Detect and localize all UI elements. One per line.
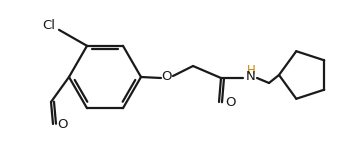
- Text: N: N: [246, 71, 256, 84]
- Text: O: O: [162, 71, 172, 84]
- Text: Cl: Cl: [43, 19, 55, 32]
- Text: O: O: [58, 119, 68, 131]
- Text: H: H: [247, 64, 255, 77]
- Text: O: O: [225, 95, 235, 108]
